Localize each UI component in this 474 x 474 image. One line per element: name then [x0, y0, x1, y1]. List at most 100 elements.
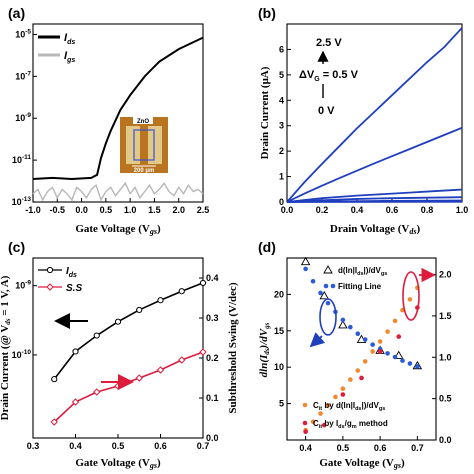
panel-d-ticks: 0.4 0.5 0.6 0.7 20 15 10 5 2.0 1.5 1.0 0.5 0.0: [274, 270, 452, 453]
panel-d-ytick-left-label: 10: [274, 362, 284, 372]
panel-c-ss-point: [178, 356, 186, 364]
panel-d-ytick-left-label: 5: [279, 399, 284, 409]
panel-b-curve-1: [286, 126, 463, 203]
panel-d-dot-series-1: [355, 331, 361, 337]
panel-d-dot-series-2: [310, 419, 316, 425]
panel-c-xtick-label: 0.5: [112, 441, 125, 451]
inset-title: ZnO: [137, 119, 149, 125]
panel-a-xtick-label: 1.0: [124, 205, 137, 215]
panel-d-blue-arrow: [309, 332, 326, 348]
panel-c-frame: [32, 257, 204, 439]
panel-c-ytick-right-label: 0.2: [206, 353, 219, 363]
panel-b-xtick-label: 0.8: [421, 205, 434, 215]
panel-b-frame: [286, 23, 463, 203]
panel-d-dot-series-2: [333, 394, 338, 400]
panel-c-xtick-label: 0.4: [69, 441, 82, 451]
panel-a-ytick-label: 10-7: [15, 70, 31, 81]
panel-d-dot-series-1: [310, 278, 316, 284]
panel-d-ytick-right-label: 1.0: [439, 352, 452, 362]
panel-d-series: [300, 256, 423, 435]
legend-d-triangle-marker: [323, 265, 333, 274]
panel-d-legend: d(ln|Ids|)/dVgs Fitting Line Cit by d(ln…: [302, 265, 388, 430]
panel-b-ytick-label: 4: [279, 95, 284, 105]
panel-d-ytick-right-label: 0.0: [439, 435, 452, 445]
panel-d-label: (d): [258, 239, 276, 255]
legend-d-fit-marker-2: [330, 283, 336, 289]
legend-d-fit-marker-1: [323, 283, 329, 289]
panel-b-series: [286, 27, 463, 203]
panel-c-xlabel: Gate Voltage (Vgs): [75, 457, 161, 470]
panel-d-ytick-left-label: 20: [274, 289, 284, 299]
panel-b-ytick-label: 5: [279, 70, 284, 80]
panel-d-ytick-right-label: 0.5: [439, 394, 452, 404]
panel-b-ytick-label: 0: [279, 197, 284, 207]
panel-a-xtick-label: -1.0: [25, 205, 41, 215]
panel-b-curve-2: [286, 188, 463, 203]
legend-igs-label: Igs: [64, 50, 75, 64]
panel-d-dot-series-2: [377, 339, 383, 344]
panel-c-ss-point: [135, 374, 143, 382]
panel-a-ytick-label: 10-5: [15, 28, 31, 39]
panel-b-ylabel: Drain Current (μA): [259, 66, 271, 159]
panel-a-ytick-label: 10-11: [12, 154, 31, 165]
panel-d-dot-series-3: [321, 422, 327, 428]
panel-d-dot-series-1: [348, 324, 353, 330]
panel-a-ytick-label: 10-9: [15, 112, 31, 123]
panel-c-ss-point: [156, 366, 165, 374]
inset-channel-box: [133, 129, 155, 161]
panel-a-xtick-label: 2.0: [172, 205, 185, 215]
panel-d-triangle-point: [319, 290, 330, 300]
panel-b-xtick-label: 0.4: [351, 205, 364, 215]
panel-d-dot-series-1: [385, 351, 390, 356]
panel-d-xtick-label: 0.4: [299, 443, 312, 453]
panel-b-xtick-label: 0.0: [281, 205, 294, 215]
panel-c-series: [50, 279, 207, 426]
panel-b-xtick-label: 0.2: [316, 205, 329, 215]
panel-c-ids-point: [178, 288, 185, 295]
panel-c-xtick-label: 0.7: [197, 441, 210, 451]
panel-d-dot-series-2: [340, 386, 346, 392]
panel-d-ylabel-left: dln(Ids)/dVgs: [258, 322, 271, 377]
panel-b-ticks: 0.0 0.2 0.4 0.6 0.8 1.0 0 1 2 3 4 5 6: [279, 44, 468, 215]
panel-d-triangle-point: [300, 256, 311, 266]
panel-c-ss-point: [114, 382, 122, 390]
panel-a-xtick-label: 0.0: [75, 205, 88, 215]
panel-c-ids-point: [157, 297, 164, 304]
panel-a-xtick-label: 2.5: [197, 205, 210, 215]
panel-a-frame: [32, 23, 204, 203]
panel-a: (a) -1.0 -0.5 0.0 0.5 1.0 1.5 2.0 2.5 10-13 10-11…: [8, 5, 209, 236]
panel-a-legend: Ids Igs: [38, 32, 75, 64]
panel-c-ids-point: [114, 318, 122, 325]
legend-d-cit1-label: Cit by d(ln|Ids|)/dVgs: [313, 401, 385, 412]
panel-a-series-i-gs: [32, 181, 204, 202]
panel-d-dot-series-3: [303, 429, 308, 435]
panel-c-ids-point: [51, 376, 58, 383]
inset-title-box: [133, 117, 153, 124]
annot-bottom: 0 V: [318, 105, 335, 117]
legend-d-orange-marker: [302, 402, 308, 408]
inset-scale-label: 200 μm: [134, 168, 155, 174]
panel-a-label: (a): [8, 5, 25, 21]
panel-d-dot-series-2: [348, 377, 353, 382]
panel-b-ytick-label: 2: [279, 146, 284, 156]
panel-c-label: (c): [8, 239, 25, 255]
panel-c-ids-point: [136, 306, 143, 314]
panel-c-ss-point: [93, 388, 101, 396]
panel-b-ytick-label: 1: [279, 172, 284, 182]
annot-top: 2.5 V: [316, 37, 342, 49]
panel-d-dot-series-2: [355, 368, 361, 373]
panel-b-curve-0: [286, 27, 463, 203]
panel-c-xtick-label: 0.3: [27, 441, 40, 451]
panel-c-ids-point: [199, 279, 207, 287]
legend-c-ids-label: Ids: [66, 266, 77, 279]
panel-d-dot-series-2: [362, 359, 368, 364]
panel-c-ss-point: [50, 418, 58, 426]
panel-c-xtick-label: 0.6: [154, 441, 167, 451]
annot-step: ΔVG = 0.5 V: [299, 69, 359, 83]
panel-c-ids-point: [93, 332, 100, 339]
panel-c-ytick-right-label: 0.0: [206, 433, 219, 443]
panel-d-frame: [286, 257, 437, 441]
panel-d-dot-series-2: [407, 297, 413, 302]
panel-d-dot-series-1: [362, 337, 368, 342]
panel-c-ticks: 0.3 0.4 0.5 0.6 0.7 10-10 10-9 0.0 0.1 0.2 0.3 0.4: [12, 273, 219, 451]
